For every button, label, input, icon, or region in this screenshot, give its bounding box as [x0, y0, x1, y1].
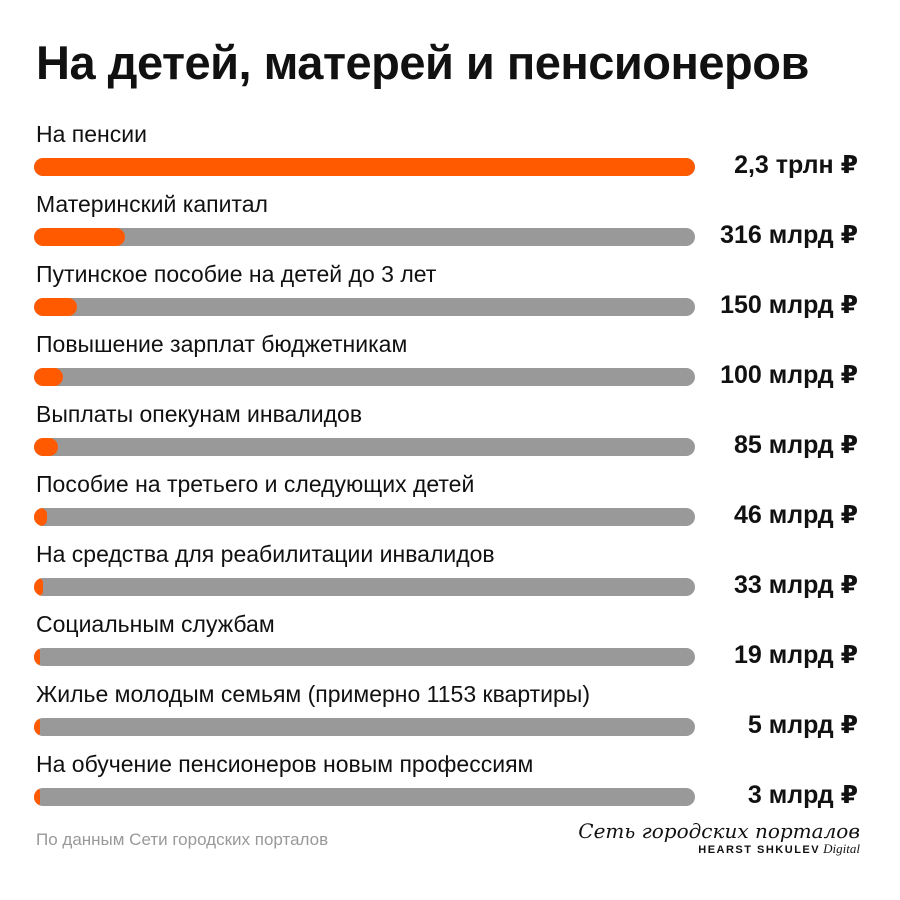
bar-value-label: 2,3 трлн ₽ [734, 151, 858, 179]
bar-label: Социальным службам [36, 611, 275, 637]
bar-fill [34, 438, 59, 456]
bar-track [34, 368, 695, 386]
bar-value-label: 85 млрд ₽ [734, 431, 858, 459]
bar-fill [34, 718, 40, 736]
bar-row: На средства для реабилитации инвалидов 33… [0, 540, 900, 610]
bar-row: На пенсии 2,3 трлн ₽ [0, 120, 900, 190]
bar-row: Повышение зарплат бюджетникам 100 млрд ₽ [0, 330, 900, 400]
bar-track [34, 508, 695, 526]
bar-label: Путинское пособие на детей до 3 лет [36, 261, 437, 287]
bar-label: Выплаты опекунам инвалидов [36, 401, 363, 427]
bar-track [34, 578, 695, 596]
bar-label: Повышение зарплат бюджетникам [36, 331, 408, 357]
bar-track [34, 298, 695, 316]
bar-fill [34, 578, 44, 596]
bar-fill [34, 648, 40, 666]
bar-track [34, 648, 695, 666]
bar-label: На обучение пенсионеров новым профессиям [36, 751, 534, 777]
chart-title: На детей, матерей и пенсионеров [36, 36, 809, 89]
logo-suffix: Digital [823, 841, 860, 856]
logo-brand: HEARST SHKULEV [698, 844, 821, 856]
bar-track [34, 228, 695, 246]
bar-track [34, 438, 695, 456]
bar-label: На пенсии [36, 121, 147, 147]
bar-row: Материнский капитал 316 млрд ₽ [0, 190, 900, 260]
bar-track [34, 718, 695, 736]
bar-label: На средства для реабилитации инвалидов [36, 541, 495, 567]
bar-value-label: 5 млрд ₽ [747, 711, 858, 739]
bar-row: Пособие на третьего и следующих детей 46 … [0, 470, 900, 540]
bar-row: Социальным службам 19 млрд ₽ [0, 610, 900, 680]
publisher-logo: Сеть городских порталов HEARST SHKULEV D… [578, 820, 860, 856]
bar-row: Жилье молодым семьям (примерно 1153 квар… [0, 680, 900, 750]
bar-fill [34, 228, 125, 246]
bar-value-label: 33 млрд ₽ [734, 571, 858, 599]
logo-name: Сеть городских порталов [578, 819, 860, 843]
bar-label: Материнский капитал [36, 191, 268, 217]
bar-value-label: 3 млрд ₽ [747, 781, 858, 809]
bar-row: Путинское пособие на детей до 3 лет 150 м… [0, 260, 900, 330]
bar-fill [34, 788, 40, 806]
bar-fill [34, 508, 48, 526]
bar-track [34, 158, 695, 176]
bar-track [34, 788, 695, 806]
bar-value-label: 100 млрд ₽ [720, 361, 858, 389]
logo-subline: HEARST SHKULEV Digital [578, 841, 860, 856]
bar-fill [34, 158, 695, 176]
bar-value-label: 19 млрд ₽ [734, 641, 858, 669]
source-note: По данным Сети городских порталов [36, 830, 329, 849]
bar-value-label: 46 млрд ₽ [734, 501, 858, 529]
bar-fill [34, 298, 78, 316]
bar-row: На обучение пенсионеров новым профессиям… [0, 750, 900, 820]
bar-row: Выплаты опекунам инвалидов 85 млрд ₽ [0, 400, 900, 470]
bar-label: Пособие на третьего и следующих детей [36, 471, 475, 497]
bar-fill [34, 368, 63, 386]
bar-label: Жилье молодым семьям (примерно 1153 квар… [36, 681, 590, 707]
bar-value-label: 150 млрд ₽ [720, 291, 858, 319]
bar-value-label: 316 млрд ₽ [720, 221, 858, 249]
